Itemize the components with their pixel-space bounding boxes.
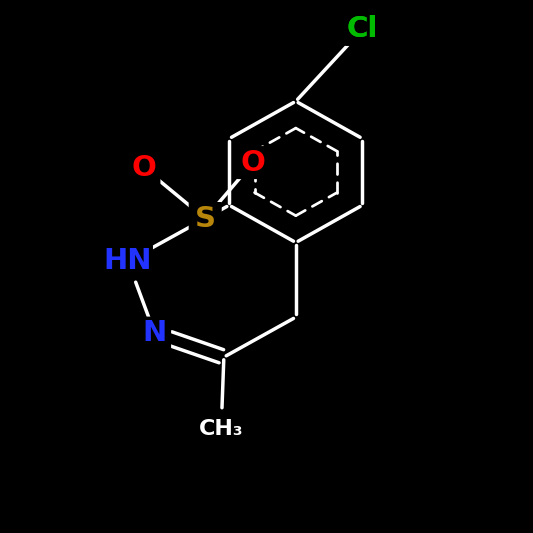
Text: Cl: Cl (346, 15, 378, 43)
Text: Cl: Cl (346, 15, 378, 43)
FancyBboxPatch shape (103, 245, 153, 278)
FancyBboxPatch shape (342, 13, 384, 46)
Text: O: O (241, 149, 265, 176)
Text: N: N (142, 319, 167, 347)
Text: S: S (195, 205, 216, 232)
FancyBboxPatch shape (195, 414, 247, 445)
FancyBboxPatch shape (138, 317, 171, 350)
FancyBboxPatch shape (189, 202, 222, 235)
Text: HN: HN (104, 247, 152, 275)
Text: CH₃: CH₃ (199, 419, 244, 439)
Text: O: O (132, 154, 156, 182)
FancyBboxPatch shape (237, 146, 270, 179)
FancyBboxPatch shape (346, 13, 379, 46)
FancyBboxPatch shape (127, 151, 160, 184)
